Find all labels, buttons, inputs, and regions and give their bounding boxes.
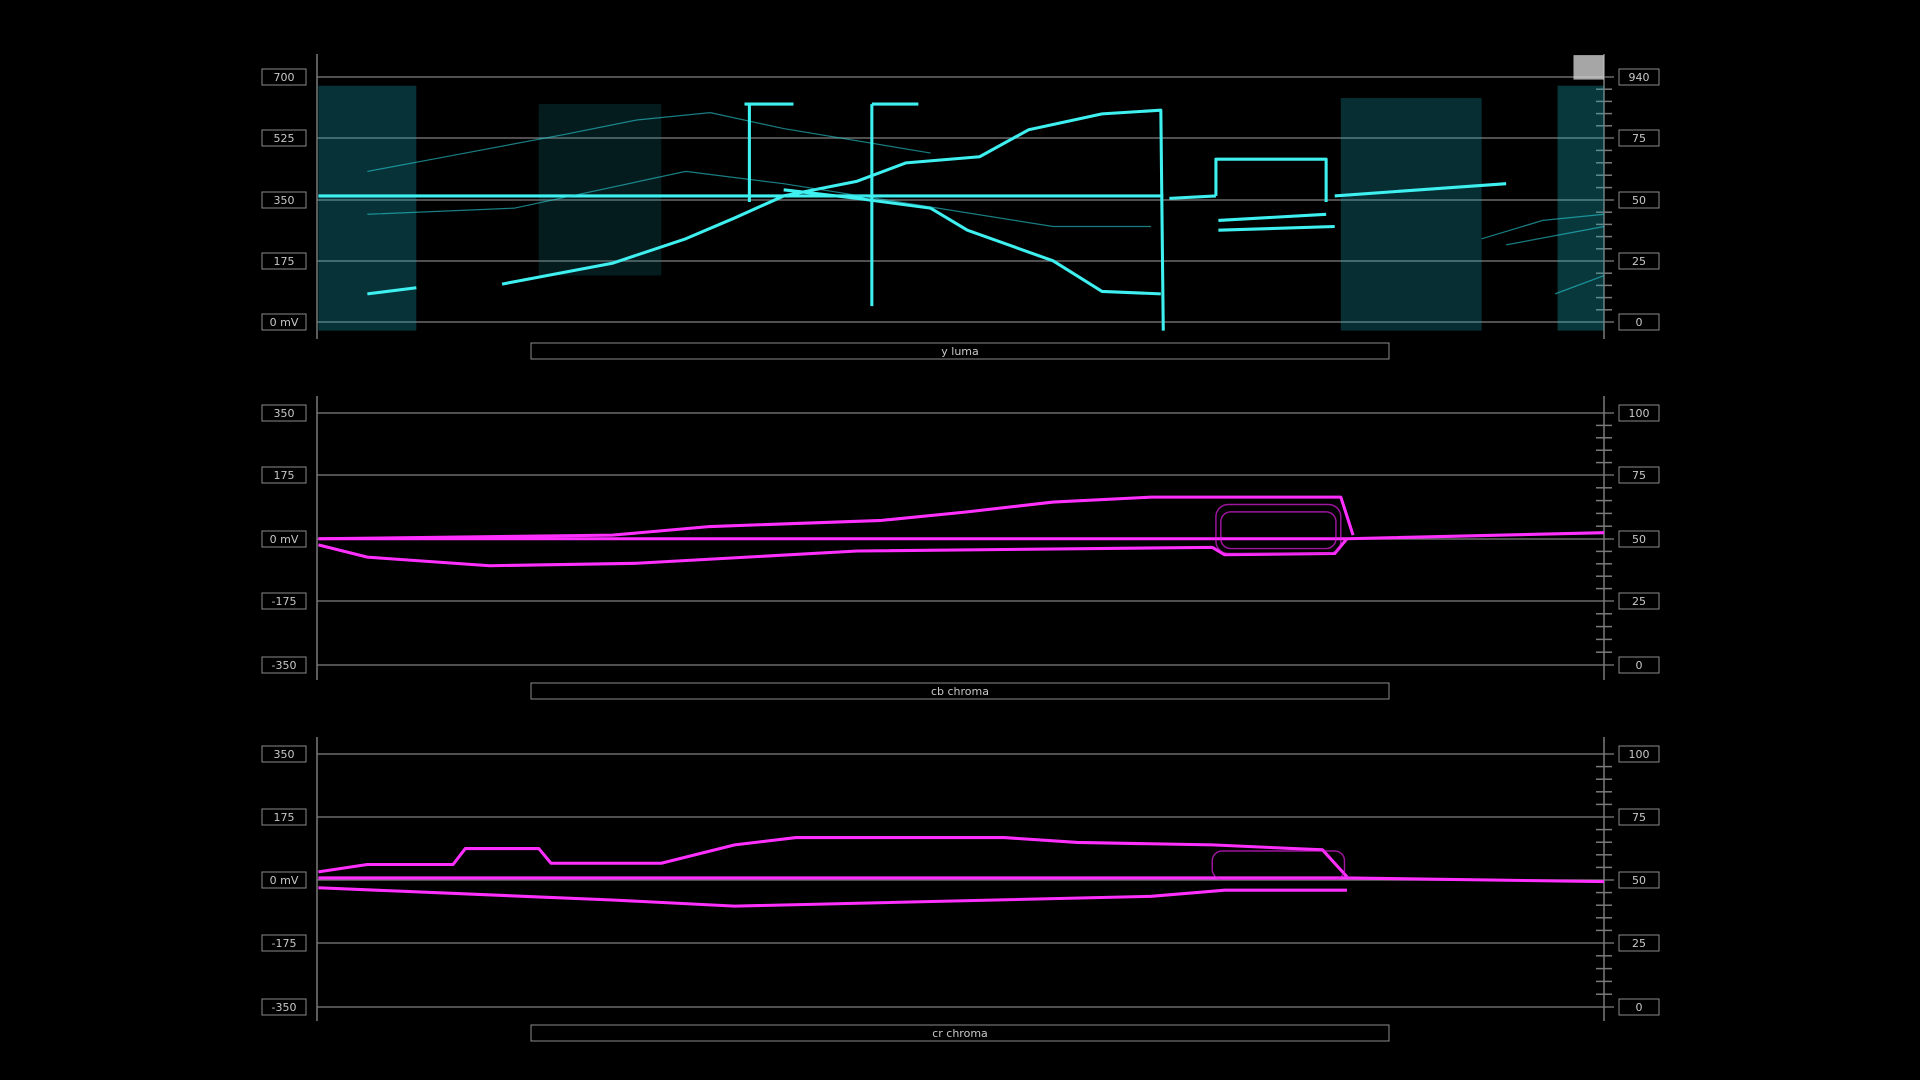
label-box — [261, 656, 307, 674]
right-scale-label: 0 — [1636, 316, 1643, 329]
label-box — [261, 68, 307, 86]
right-scale-label: 0 — [1636, 659, 1643, 672]
right-scale-label: 25 — [1632, 255, 1646, 268]
label-box — [261, 592, 307, 610]
label-box — [1618, 191, 1660, 209]
right-scale-label: 75 — [1632, 469, 1646, 482]
label-box — [1618, 871, 1660, 889]
label-box — [1618, 934, 1660, 952]
left-scale-label: 350 — [274, 748, 295, 761]
label-box — [261, 745, 307, 763]
label-box — [261, 252, 307, 270]
luma-trace — [367, 102, 919, 307]
scope-panel — [316, 54, 1614, 339]
labels: 350 175 0 mV -175 -350 100 75 50 25 0 cr chroma — [261, 745, 1660, 1042]
right-scale-label: 940 — [1629, 71, 1650, 84]
cr-trace — [318, 876, 1605, 884]
label-box — [1618, 129, 1660, 147]
label-box — [261, 129, 307, 147]
cb-trace — [1215, 503, 1342, 555]
luma-trace — [783, 188, 1161, 296]
label-box — [1618, 592, 1660, 610]
luma-noise — [1340, 97, 1482, 331]
right-scale-label: 100 — [1629, 407, 1650, 420]
title-box — [530, 342, 1390, 360]
right-scale-label: 25 — [1632, 937, 1646, 950]
left-scale-label: 700 — [274, 71, 295, 84]
label-box — [261, 934, 307, 952]
right-scale-label: 75 — [1632, 132, 1646, 145]
left-scale-label: 0 mV — [270, 874, 299, 887]
right-scale-label: 50 — [1632, 194, 1646, 207]
label-box — [1618, 252, 1660, 270]
label-box — [261, 191, 307, 209]
right-scale-label: 100 — [1629, 748, 1650, 761]
luma-trace — [1169, 157, 1507, 232]
cb-trace — [318, 495, 1355, 541]
label-box — [261, 404, 307, 422]
label-box — [261, 313, 307, 331]
label-box — [1618, 313, 1660, 331]
left-scale-label: 175 — [274, 469, 295, 482]
left-scale-label: 0 mV — [270, 316, 299, 329]
cr-trace — [318, 836, 1349, 878]
panel-title: cr chroma — [932, 1027, 988, 1040]
title-box — [530, 1024, 1390, 1042]
left-scale-label: 350 — [274, 194, 295, 207]
luma-clip — [1573, 55, 1605, 80]
luma-trace — [367, 112, 1152, 228]
panel-title: cb chroma — [931, 685, 989, 698]
left-scale-label: -175 — [272, 595, 297, 608]
label-box — [1618, 656, 1660, 674]
left-scale-label: 175 — [274, 811, 295, 824]
right-scale-label: 25 — [1632, 595, 1646, 608]
label-box — [261, 530, 307, 548]
label-box — [1618, 68, 1660, 86]
title-box — [530, 682, 1390, 700]
label-box — [261, 998, 307, 1016]
left-scale-label: 175 — [274, 255, 295, 268]
left-scale-label: 350 — [274, 407, 295, 420]
luma-trace — [1481, 213, 1605, 295]
label-box — [1618, 808, 1660, 826]
cr-trace — [318, 886, 1347, 908]
label-box — [1618, 745, 1660, 763]
labels: 350 175 0 mV -175 -350 100 75 50 25 0 cb chroma — [261, 404, 1660, 700]
left-scale-label: 525 — [274, 132, 295, 145]
left-scale-label: 0 mV — [270, 533, 299, 546]
traces — [317, 55, 1605, 908]
right-scale-label: 0 — [1636, 1001, 1643, 1014]
luma-trace — [501, 108, 1165, 331]
right-scale-label: 75 — [1632, 811, 1646, 824]
label-box — [261, 466, 307, 484]
panel-title: y luma — [941, 345, 979, 358]
label-box — [1618, 466, 1660, 484]
luma-noise — [1557, 85, 1605, 331]
left-scale-label: -175 — [272, 937, 297, 950]
right-scale-label: 50 — [1632, 533, 1646, 546]
label-box — [1618, 404, 1660, 422]
labels: 700 525 350 175 0 mV 940 75 50 25 0 y luma — [261, 68, 1660, 360]
left-scale-label: -350 — [272, 659, 297, 672]
label-box — [261, 808, 307, 826]
label-box — [261, 871, 307, 889]
label-box — [1618, 998, 1660, 1016]
cb-trace — [1220, 511, 1337, 550]
luma-noise — [318, 85, 417, 331]
label-box — [1618, 530, 1660, 548]
cr-trace — [1211, 850, 1346, 880]
right-scale-label: 50 — [1632, 874, 1646, 887]
left-scale-label: -350 — [272, 1001, 297, 1014]
